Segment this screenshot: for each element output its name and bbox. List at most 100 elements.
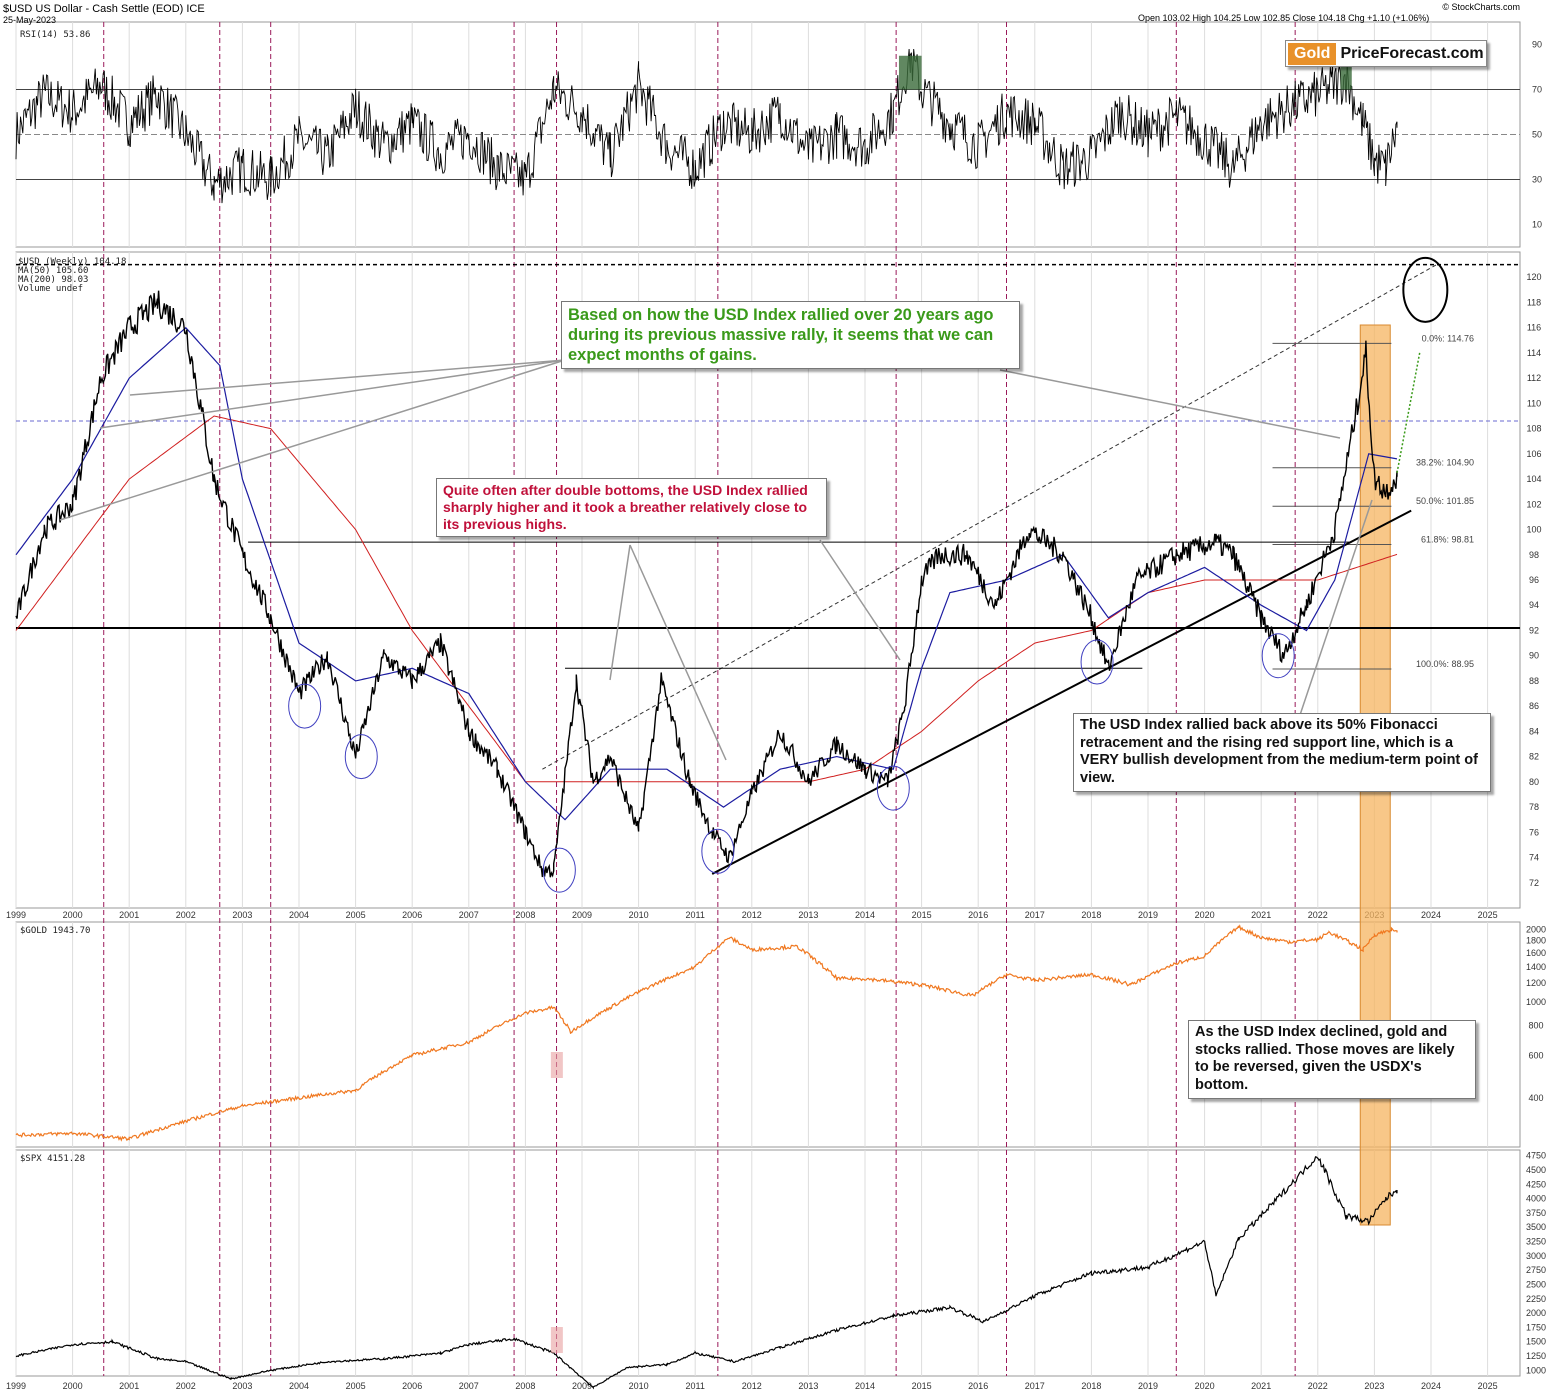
- x-tick-label-bottom: 2008: [515, 1381, 535, 1391]
- x-tick-label: 2024: [1421, 910, 1441, 920]
- usd-y-tick: 72: [1529, 878, 1539, 888]
- fib-label: 0.0%: 114.76: [1422, 333, 1474, 343]
- x-tick-label: 2021: [1251, 910, 1271, 920]
- x-tick-label: 2000: [63, 910, 83, 920]
- usd-y-tick: 84: [1529, 726, 1539, 736]
- usd-y-tick: 104: [1526, 474, 1541, 484]
- spx-y-tick: 4250: [1526, 1179, 1546, 1189]
- usd-legend-3: Volume undef: [18, 284, 83, 294]
- x-tick-label-bottom: 2002: [176, 1381, 196, 1391]
- usd-y-tick: 106: [1526, 449, 1541, 459]
- x-tick-label-bottom: 2021: [1251, 1381, 1271, 1391]
- ma200-line: [15, 415, 1398, 783]
- x-tick-label: 2015: [912, 910, 932, 920]
- x-tick-label: 2017: [1025, 910, 1045, 920]
- callout-connector: [129, 359, 566, 396]
- gold-y-tick: 1800: [1526, 936, 1546, 946]
- x-tick-label: 2022: [1308, 910, 1328, 920]
- x-tick-label-bottom: 2012: [742, 1381, 762, 1391]
- x-tick-label-bottom: 2000: [63, 1381, 83, 1391]
- x-tick-label: 2011: [686, 910, 705, 920]
- x-tick-label: 1999: [6, 910, 26, 920]
- annotation-gold-stocks: As the USD Index declined, gold and stoc…: [1188, 1020, 1476, 1099]
- usd-y-tick: 112: [1527, 373, 1541, 383]
- usd-y-tick: 88: [1529, 676, 1539, 686]
- x-tick-label: 2012: [742, 910, 762, 920]
- spx-y-tick: 1500: [1526, 1337, 1546, 1347]
- x-tick-label: 2016: [968, 910, 988, 920]
- x-tick-label: 2007: [459, 910, 479, 920]
- chart-title: $USD US Dollar - Cash Settle (EOD) ICE: [3, 3, 205, 15]
- gold-y-tick: 1200: [1526, 978, 1546, 988]
- fib-label: 50.0%: 101.85: [1416, 496, 1474, 506]
- x-tick-label-bottom: 2005: [346, 1381, 366, 1391]
- x-tick-label-bottom: 2023: [1364, 1381, 1384, 1391]
- x-tick-label: 2004: [289, 910, 309, 920]
- bottom-circle: [876, 765, 910, 811]
- spx-legend: $SPX 4151.28: [20, 1154, 85, 1164]
- logo-gold-word: Gold: [1288, 42, 1337, 65]
- x-tick-label-bottom: 2009: [572, 1381, 592, 1391]
- usd-y-tick: 96: [1529, 575, 1539, 585]
- x-tick-label-bottom: 2025: [1478, 1381, 1498, 1391]
- x-tick-label-bottom: 2022: [1308, 1381, 1328, 1391]
- upper-dashed-trendline: [542, 264, 1437, 770]
- spx-line: [15, 1156, 1398, 1390]
- usd-y-tick: 78: [1529, 802, 1539, 812]
- rsi-legend: RSI(14) 53.86: [20, 30, 90, 40]
- x-tick-label: 2003: [232, 910, 252, 920]
- x-tick-label-bottom: 2003: [232, 1381, 252, 1391]
- usd-y-tick: 108: [1526, 424, 1541, 434]
- rsi-y-tick: 50: [1532, 130, 1542, 140]
- usd-y-tick: 114: [1527, 348, 1541, 358]
- callout-connector: [1299, 499, 1373, 716]
- x-tick-label: 2010: [629, 910, 649, 920]
- fib-label: 38.2%: 104.90: [1416, 458, 1474, 468]
- ohlc-readout: Open 103.02 High 104.25 Low 102.85 Close…: [1138, 13, 1429, 23]
- usd-y-tick: 116: [1527, 323, 1541, 333]
- x-tick-label: 2001: [119, 910, 139, 920]
- x-tick-label: 2008: [515, 910, 535, 920]
- rsi-y-tick: 10: [1532, 220, 1542, 230]
- fib-label: 61.8%: 98.81: [1421, 535, 1474, 545]
- chart-date: 25-May-2023: [3, 15, 56, 25]
- rsi-overbought-fill: [1340, 55, 1352, 90]
- usd-y-tick: 120: [1526, 272, 1541, 282]
- annotation-previous-rally: Based on how the USD Index rallied over …: [561, 301, 1020, 370]
- x-tick-label-bottom: 2011: [686, 1381, 705, 1391]
- x-tick-label: 2014: [855, 910, 875, 920]
- spx-y-tick: 2500: [1526, 1279, 1546, 1289]
- gold-y-tick: 2000: [1526, 925, 1546, 935]
- rising-support-line: [711, 509, 1412, 875]
- x-tick-label: 2006: [402, 910, 422, 920]
- x-tick-label-bottom: 2010: [629, 1381, 649, 1391]
- stockcharts-credit: © StockCharts.com: [1442, 2, 1520, 12]
- usd-y-tick: 76: [1529, 827, 1539, 837]
- rsi-line: [15, 48, 1398, 204]
- fib-label: 100.0%: 88.95: [1416, 659, 1474, 669]
- x-tick-label-bottom: 2013: [798, 1381, 818, 1391]
- gold-y-tick: 1000: [1526, 997, 1546, 1007]
- usd-y-tick: 110: [1527, 398, 1541, 408]
- usd-y-tick: 80: [1529, 777, 1539, 787]
- x-tick-label-bottom: 2017: [1025, 1381, 1045, 1391]
- spx-y-tick: 4500: [1526, 1165, 1546, 1175]
- x-tick-label: 2002: [176, 910, 196, 920]
- spx-y-tick: 2250: [1526, 1294, 1546, 1304]
- usd-y-tick: 90: [1529, 651, 1539, 661]
- spx-y-tick: 4750: [1526, 1151, 1546, 1161]
- spx-y-tick: 3500: [1526, 1222, 1546, 1232]
- ma50-line: [15, 326, 1398, 821]
- bottom-circle: [344, 734, 378, 780]
- x-tick-label-bottom: 2004: [289, 1381, 309, 1391]
- rsi-y-tick: 70: [1532, 85, 1542, 95]
- x-tick-label: 2019: [1138, 910, 1158, 920]
- usd-y-tick: 102: [1526, 499, 1541, 509]
- x-tick-label-bottom: 2014: [855, 1381, 875, 1391]
- x-tick-label: 2020: [1195, 910, 1215, 920]
- callout-connector: [59, 359, 566, 521]
- callout-connector: [999, 369, 1341, 439]
- gold-y-tick: 1600: [1526, 948, 1546, 958]
- bottom-circle: [288, 683, 322, 729]
- gold-y-tick: 1400: [1526, 962, 1546, 972]
